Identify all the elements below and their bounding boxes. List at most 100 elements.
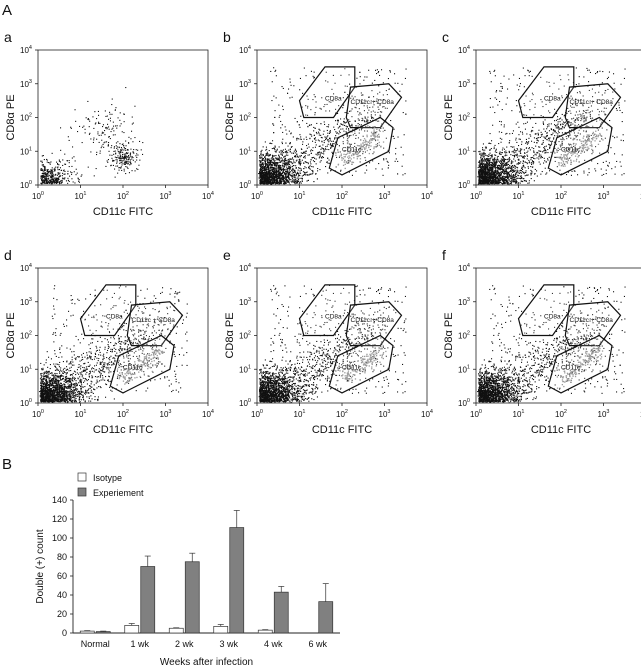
gate-label-cd8: CD8a (544, 314, 561, 321)
gate-dbl (564, 83, 622, 129)
x-tick-label: 103 (598, 191, 610, 201)
y-axis-label: CD8α PE (5, 312, 17, 358)
y-tick-label: 103 (20, 79, 32, 89)
gate-dbl (564, 301, 622, 347)
x-tick-label: 101 (294, 409, 306, 419)
panel-b-label: B (2, 456, 13, 473)
x-tick-label: 102 (555, 191, 567, 201)
gate-dbl (345, 301, 403, 347)
gate-dbl (126, 301, 184, 347)
y-tick-label: 140 (52, 495, 67, 505)
x-tick-label: 104 (202, 409, 214, 419)
x-tick-label: 2 wk (175, 639, 194, 649)
y-tick-label: 60 (57, 571, 67, 581)
bar-isotype-4-wk (257, 629, 273, 634)
y-tick-label: 80 (57, 552, 67, 562)
bar-isotype-3-wk (213, 625, 229, 634)
x-tick-label: 102 (336, 191, 348, 201)
x-tick-label: 6 wk (308, 639, 327, 649)
y-tick-label: 104 (20, 263, 32, 273)
y-tick-label: 102 (458, 113, 470, 123)
cd11c-cluster (557, 125, 604, 167)
x-tick-label: 101 (513, 409, 525, 419)
y-tick-label: 102 (20, 331, 32, 341)
bar-isotype-1-wk (124, 625, 140, 634)
y-axis-label: Double (+) count (35, 529, 46, 603)
y-axis-label: CD8α PE (224, 94, 236, 140)
panel-letter-f: f (442, 247, 446, 263)
x-tick-label: 103 (160, 191, 172, 201)
y-tick-label: 101 (20, 146, 32, 156)
y-tick-label: 101 (239, 146, 251, 156)
gate-label-cd8: CD8a (325, 314, 342, 321)
gate-cd8 (298, 66, 356, 119)
y-tick-label: 104 (239, 45, 251, 55)
gate-label-dbl: CD11c + CD8a (351, 99, 395, 106)
x-tick-label: 102 (555, 409, 567, 419)
y-tick-label: 104 (20, 45, 32, 55)
y-tick-label: 103 (458, 297, 470, 307)
cd11c-cluster (337, 346, 387, 382)
y-axis-label: CD8α PE (5, 94, 17, 140)
y-tick-label: 103 (239, 297, 251, 307)
x-tick-label: 101 (75, 409, 87, 419)
bar-isotype-2-wk (168, 627, 184, 634)
y-axis-label: CD8α PE (443, 94, 455, 140)
panel-letter-a: a (4, 29, 12, 45)
bar-chart-group: 0 20 40 60 80 100 120 140 Normal 1 wk 2 wk 3 wk 4 wk… (35, 472, 340, 667)
gate-c11 (547, 334, 613, 394)
x-tick-label: 103 (379, 409, 391, 419)
bar-isotype-normal (79, 630, 95, 634)
x-axis-label: CD11c FITC (531, 206, 591, 218)
y-tick-label: 101 (458, 364, 470, 374)
gate-label-cd8: CD8a (544, 96, 561, 103)
gate-label-c11: CD11c (561, 146, 581, 153)
x-tick-label: 102 (336, 409, 348, 419)
panel-letter-e: e (223, 247, 231, 263)
x-axis-label: CD11c FITC (531, 424, 591, 436)
bar-experiement-1-wk (140, 566, 156, 634)
legend-swatch-experiement (77, 487, 87, 497)
y-tick-label: 103 (20, 297, 32, 307)
x-axis-label: Weeks after infection (160, 657, 253, 667)
gate-label-c11: CD11c (561, 364, 581, 371)
y-tick-label: 102 (239, 113, 251, 123)
y-tick-label: 101 (239, 364, 251, 374)
gate-label-dbl: CD11c + CD8a (351, 317, 395, 324)
y-tick-label: 20 (57, 609, 67, 619)
legend-label-isotype: Isotype (93, 473, 122, 483)
y-tick-label: 103 (239, 79, 251, 89)
x-tick-label: 101 (75, 191, 87, 201)
y-tick-label: 101 (458, 146, 470, 156)
scatter-dots (39, 285, 188, 404)
legend-swatch-isotype (77, 472, 87, 482)
panel-letter-b: b (223, 29, 231, 45)
y-tick-label: 100 (458, 398, 470, 408)
gate-label-dbl: CD11c + CD8a (570, 317, 614, 324)
gate-cd8 (517, 284, 575, 337)
x-tick-label: 101 (513, 191, 525, 201)
x-axis-label: CD11c FITC (93, 206, 153, 218)
gate-cd8 (298, 284, 356, 337)
y-tick-label: 102 (239, 331, 251, 341)
x-tick-label: 3 wk (219, 639, 238, 649)
gate-cd8 (517, 66, 575, 119)
gate-dbl (345, 83, 403, 129)
y-tick-label: 40 (57, 590, 67, 600)
gate-label-c11: CD11c (342, 146, 362, 153)
gate-label-dbl: CD11c + CD8a (132, 317, 176, 324)
cd11c-cluster (335, 126, 385, 170)
x-tick-label: 100 (470, 409, 482, 419)
x-axis-label: CD11c FITC (93, 424, 153, 436)
cd11c-cluster (116, 348, 165, 385)
bar-experiement-3-wk (229, 527, 245, 634)
x-tick-label: 1 wk (130, 639, 149, 649)
x-tick-label: 103 (598, 409, 610, 419)
x-tick-label: 104 (421, 409, 433, 419)
y-tick-label: 100 (239, 398, 251, 408)
gate-label-dbl: CD11c + CD8a (570, 99, 614, 106)
